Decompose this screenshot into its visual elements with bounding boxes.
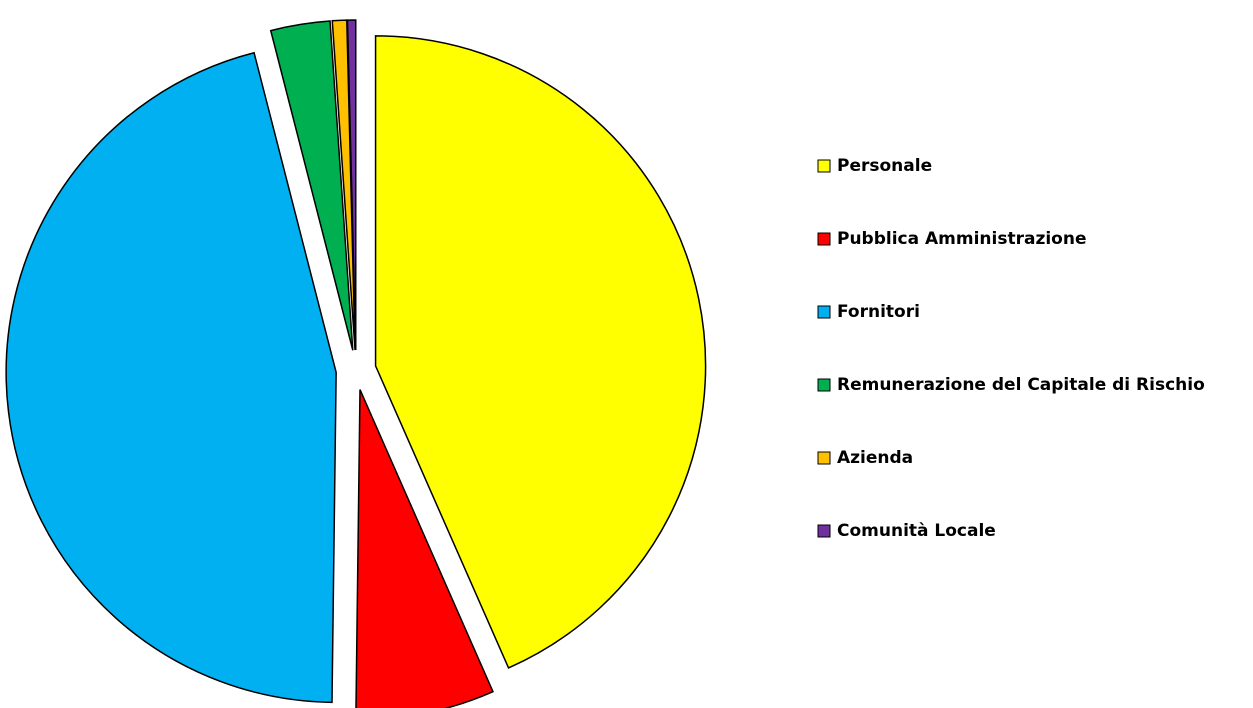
pie-slice	[346, 19, 357, 351]
legend-swatch	[817, 232, 831, 246]
pie-slice	[355, 389, 494, 708]
legend-swatch	[817, 159, 831, 173]
pie-slice	[5, 51, 337, 704]
legend-label: Personale	[837, 156, 932, 176]
legend-swatch	[817, 451, 831, 465]
legend-label: Azienda	[837, 448, 913, 468]
legend-label: Comunità Locale	[837, 521, 996, 541]
legend-label: Pubblica Amministrazione	[837, 229, 1087, 249]
pie-slice	[374, 35, 707, 669]
pie-slice	[269, 20, 354, 351]
legend-swatch	[817, 305, 831, 319]
legend-swatch	[817, 378, 831, 392]
legend-label: Fornitori	[837, 302, 920, 322]
legend-label: Remunerazione del Capitale di Rischio	[837, 375, 1205, 395]
legend-swatch	[817, 524, 831, 538]
